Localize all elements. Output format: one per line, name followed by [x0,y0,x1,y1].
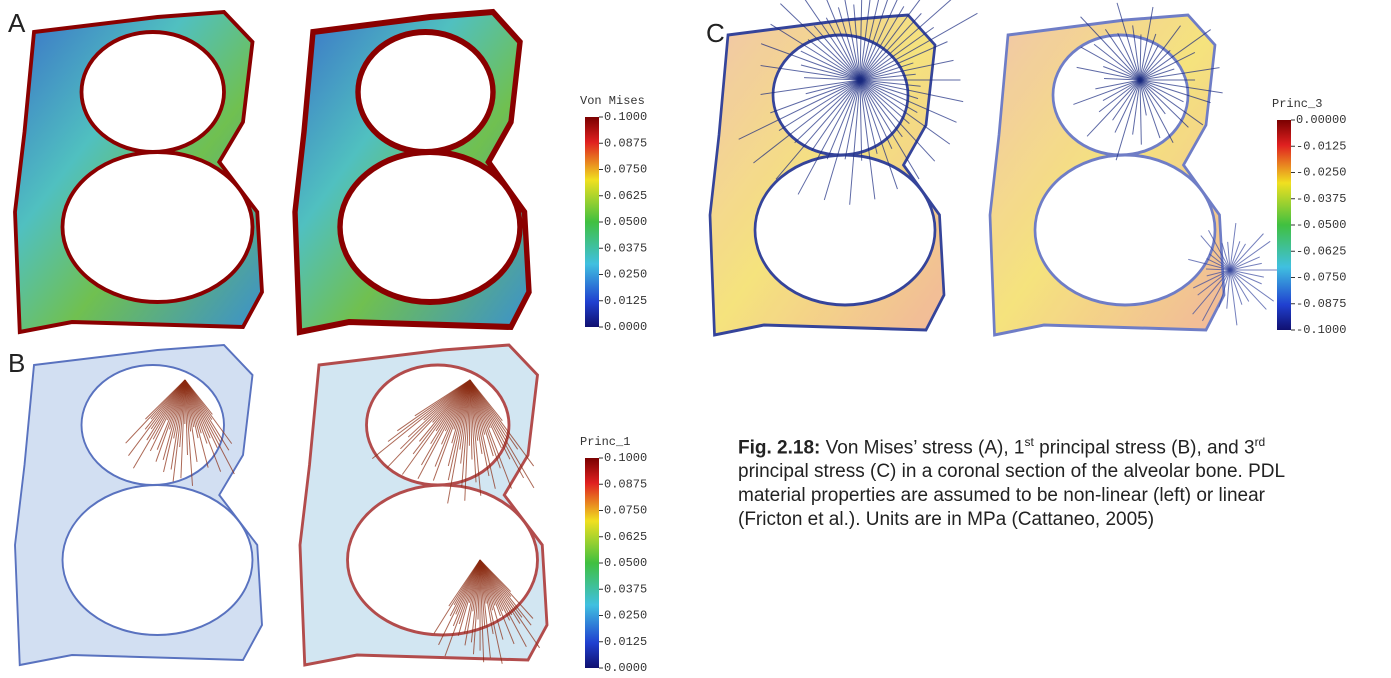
page: Von Mises 0.1000 0.0875 0.0750 0.0625 0.0500 0… [0,0,1391,678]
colorbar-label: 0.0625 [604,189,647,203]
colorbar-label: 0.0625 [604,530,647,544]
colorbar-label: 0.0875 [604,477,647,491]
colorbar-label: 0.1000 [604,110,647,124]
colorbar-label: 0.0000 [604,320,647,334]
colorbar-title: Princ_3 [1272,97,1322,111]
colorbars: Von Mises 0.1000 0.0875 0.0750 0.0625 0.0500 0… [580,94,1346,675]
colorbar-label: -0.0875 [1296,297,1346,311]
vector-line [1099,80,1140,112]
figure: Von Mises 0.1000 0.0875 0.0750 0.0625 0.0500 0… [0,0,1391,678]
colorbar [585,117,599,327]
colorbar-label: -0.0375 [1296,192,1346,206]
vector-line [1140,80,1188,127]
panel-a-images [15,12,529,332]
colorbar-label: 0.0375 [604,582,647,596]
colorbar-label: 0.0125 [604,635,647,649]
vector-line [1081,47,1140,80]
caption-lead: Fig. 2.18: [738,437,820,458]
colorbar-label: 0.0250 [604,268,647,282]
colorbar [585,458,599,668]
vector-line [418,380,470,479]
colorbar [1277,120,1291,330]
colorbar-label: 0.0750 [604,504,647,518]
panel-c-images [710,15,1224,335]
colorbar-label: -0.0625 [1296,244,1346,258]
caption-text: principal stress (B), and [1034,437,1244,458]
colorbar-label: 0.1000 [604,451,647,465]
panel-label: C [706,18,725,48]
colorbar-label: 0.0500 [604,556,647,570]
superscript: st [1025,435,1034,449]
superscript: rd [1255,435,1266,449]
colorbar-label: -0.1000 [1296,323,1346,337]
vector-line [1230,234,1263,270]
colorbar-label: 0.0875 [604,136,647,150]
colorbar-label: 0.0250 [604,609,647,623]
colorbar-title: Von Mises [580,94,645,108]
colorbar-label: 0.0750 [604,163,647,177]
panel-label: A [8,8,26,38]
caption-text: 3 [1244,437,1255,458]
colorbar-label: 0.00000 [1296,113,1346,127]
colorbar-label: 0.0125 [604,294,647,308]
vector-line [413,380,470,454]
colorbar-label: 0.0000 [604,661,647,675]
vector-line [1230,270,1266,309]
colorbar-label: -0.0750 [1296,271,1346,285]
colorbar-title: Princ_1 [580,435,630,449]
vector-line [798,80,860,194]
vector-line [1094,44,1140,80]
colorbar-label: -0.0125 [1296,139,1346,153]
vector-line [1230,270,1237,325]
panel-label: B [8,348,25,378]
colorbar-label: -0.0250 [1296,166,1346,180]
caption: Fig. 2.18: Von Mises’ stress (A), 1st pr… [738,430,1308,532]
caption-text: Von Mises’ stress (A), 1 [826,437,1025,458]
vector-line [827,80,860,159]
vector-line [1140,80,1165,114]
vector-line [1140,80,1141,145]
colorbar-label: 0.0375 [604,241,647,255]
vector-line [133,380,185,468]
caption-text: principal stress (C) in a coronal sectio… [738,461,1284,530]
vector-line [860,80,875,199]
colorbar-label: 0.0500 [604,215,647,229]
colorbar-label: -0.0500 [1296,218,1346,232]
